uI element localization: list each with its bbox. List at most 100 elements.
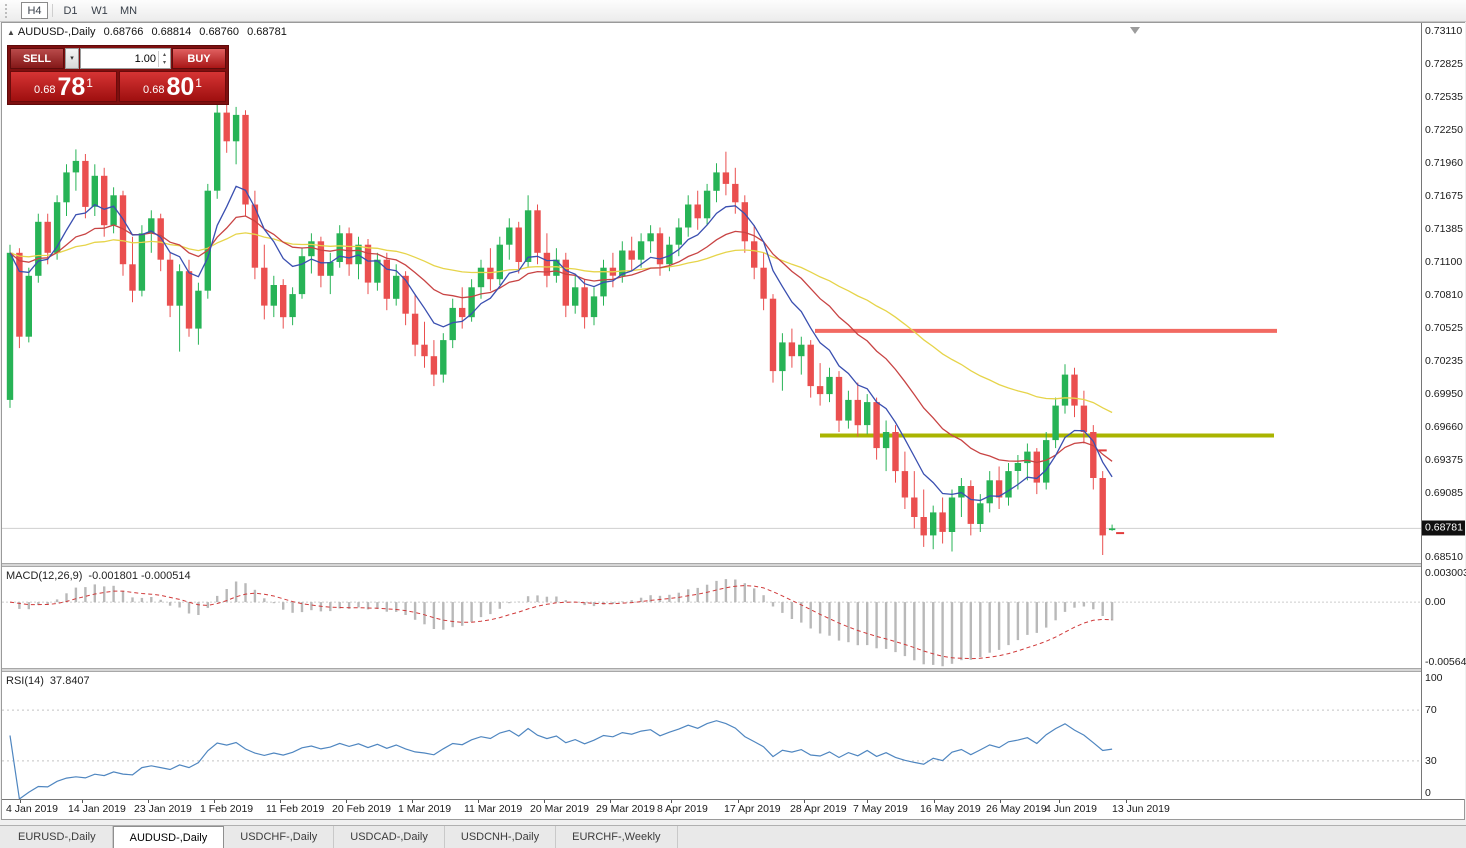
rsi-value: 37.8407 — [49, 675, 90, 687]
rsi-indicator-chart[interactable] — [2, 672, 1421, 799]
price-tick-label: 0.72250 — [1425, 123, 1463, 136]
tab-usdcnh-daily[interactable]: USDCNH-,Daily — [445, 826, 557, 848]
time-tick-mark — [671, 800, 672, 803]
price-tick-label: 0.71675 — [1425, 189, 1463, 202]
price-tick-label: 0.70235 — [1425, 355, 1463, 368]
macd-indicator-chart[interactable] — [2, 567, 1421, 668]
time-tick-mark — [1000, 800, 1001, 803]
buy-price-button[interactable]: 0.68 80 1 — [119, 71, 226, 102]
time-tick-label: 13 Jun 2019 — [1112, 803, 1170, 815]
horizontal-lines[interactable] — [815, 328, 1277, 438]
chart-shift-marker-icon[interactable] — [1130, 27, 1140, 34]
rsi-line — [9, 720, 1113, 799]
macd-values: -0.001801 -0.000514 — [88, 570, 191, 582]
tab-audusd-daily[interactable]: AUDUSD-,Daily — [112, 826, 225, 848]
tab-usdchf-daily[interactable]: USDCHF-,Daily — [224, 826, 335, 848]
tab-label: USDCHF-,Daily — [240, 831, 318, 843]
ma-line-medium — [9, 215, 1113, 464]
time-tick-mark — [867, 800, 868, 803]
macd-histogram — [18, 579, 1114, 667]
time-tick-label: 11 Feb 2019 — [266, 803, 325, 815]
time-tick-label: 20 Feb 2019 — [332, 803, 391, 815]
time-tick-mark — [738, 800, 739, 803]
tab-usdcad-daily[interactable]: USDCAD-,Daily — [334, 826, 445, 848]
tab-eurusd-daily[interactable]: EURUSD-,Daily — [2, 826, 113, 848]
time-tick-label: 4 Jan 2019 — [6, 803, 58, 815]
tab-eurchf-weekly[interactable]: EURCHF-,Weekly — [556, 826, 678, 848]
rsi-name: RSI(14) — [6, 675, 44, 687]
time-tick-label: 28 Apr 2019 — [790, 803, 847, 815]
price-tick-label: 0.70525 — [1425, 322, 1463, 335]
sell-price-button[interactable]: 0.68 78 1 — [10, 71, 117, 102]
price-axis[interactable]: 0.68781 0.73110 0.72825 0.72535 0.72250 0.71… — [1421, 23, 1466, 799]
rsi-tick-label: 70 — [1425, 704, 1437, 717]
timeframe-w1-button[interactable]: W1 — [86, 2, 113, 19]
ma-line-fast — [9, 185, 1113, 502]
price-tick-label: 0.72535 — [1425, 91, 1463, 104]
time-tick-label: 17 Apr 2019 — [724, 803, 781, 815]
time-tick-mark — [1126, 800, 1127, 803]
buy-price-prefix: 0.68 — [143, 84, 165, 96]
time-tick-label: 23 Jan 2019 — [134, 803, 192, 815]
time-tick-mark — [280, 800, 281, 803]
price-tick-label: 0.69950 — [1425, 388, 1463, 401]
price-tick-label: 0.73110 — [1425, 25, 1463, 38]
toolbar-grip[interactable] — [5, 3, 10, 18]
open-value: 0.68766 — [103, 26, 144, 38]
macd-signal-line — [9, 585, 1113, 660]
time-tick-mark — [804, 800, 805, 803]
chart-ohlc-header: ▲ AUDUSD-,Daily 0.68766 0.68814 0.68760 0… — [7, 26, 287, 38]
rsi-tick-label: 100 — [1425, 672, 1443, 684]
tab-label: USDCNH-,Daily — [460, 831, 540, 843]
spinner-up-icon[interactable]: ▴ — [162, 51, 166, 58]
rsi-tick-label: 0 — [1425, 787, 1431, 799]
time-tick-mark — [1059, 800, 1060, 803]
time-tick-label: 8 Apr 2019 — [657, 803, 708, 815]
macd-tick-label: -0.005648 — [1425, 656, 1466, 668]
macd-indicator-label: MACD(12,26,9) -0.001801 -0.000514 — [6, 570, 191, 582]
current-price-badge: 0.68781 — [1422, 520, 1465, 536]
timeframe-mn-button[interactable]: MN — [115, 2, 142, 19]
volume-dropdown-button[interactable]: ▾ — [65, 48, 79, 69]
time-tick-mark — [934, 800, 935, 803]
one-click-collapse-icon[interactable]: ▲ — [7, 28, 15, 37]
tab-label: USDCAD-,Daily — [350, 831, 428, 843]
time-tick-mark — [544, 800, 545, 803]
tab-label: EURUSD-,Daily — [18, 831, 96, 843]
buy-button[interactable]: BUY — [172, 48, 226, 69]
time-tick-label: 1 Feb 2019 — [200, 803, 254, 815]
tab-label: EURCHF-,Weekly — [572, 831, 661, 843]
chart-window: ▲ AUDUSD-,Daily 0.68766 0.68814 0.68760 0… — [1, 22, 1466, 820]
time-axis[interactable]: 4 Jan 2019 14 Jan 2019 23 Jan 2019 1 Feb 20… — [2, 799, 1464, 818]
timeframe-d1-button[interactable]: D1 — [57, 2, 84, 19]
symbol-period-label: AUDUSD-,Daily — [17, 26, 96, 38]
time-tick-label: 14 Jan 2019 — [68, 803, 126, 815]
timeframe-h4-button[interactable]: H4 — [21, 2, 48, 19]
pane-divider[interactable] — [2, 563, 1464, 567]
sell-price-sup: 1 — [86, 76, 93, 90]
price-tick-label: 0.70810 — [1425, 289, 1463, 302]
time-tick-mark — [346, 800, 347, 803]
macd-name: MACD(12,26,9) — [6, 570, 83, 582]
candles — [6, 101, 1116, 555]
time-tick-mark — [20, 800, 21, 803]
low-value: 0.68760 — [199, 26, 240, 38]
spinner-down-icon[interactable]: ▾ — [162, 59, 166, 66]
time-tick-mark — [82, 800, 83, 803]
time-tick-label: 7 May 2019 — [853, 803, 908, 815]
sell-button[interactable]: SELL — [10, 48, 64, 69]
volume-spinner[interactable]: ▴ ▾ — [158, 50, 170, 67]
volume-field[interactable]: 1.00 ▴ ▾ — [80, 48, 171, 69]
macd-tick-label: 0.00 — [1425, 596, 1446, 609]
tab-label: AUDUSD-,Daily — [129, 831, 208, 844]
pane-divider[interactable] — [2, 668, 1464, 672]
price-tick-label: 0.71385 — [1425, 223, 1463, 236]
high-value: 0.68814 — [151, 26, 192, 38]
main-price-chart[interactable] — [2, 23, 1421, 563]
trade-marks — [1098, 449, 1125, 535]
time-tick-mark — [610, 800, 611, 803]
time-tick-mark — [412, 800, 413, 803]
time-tick-label: 1 Mar 2019 — [398, 803, 452, 815]
sell-price-prefix: 0.68 — [34, 84, 56, 96]
time-tick-label: 11 Mar 2019 — [464, 803, 523, 815]
